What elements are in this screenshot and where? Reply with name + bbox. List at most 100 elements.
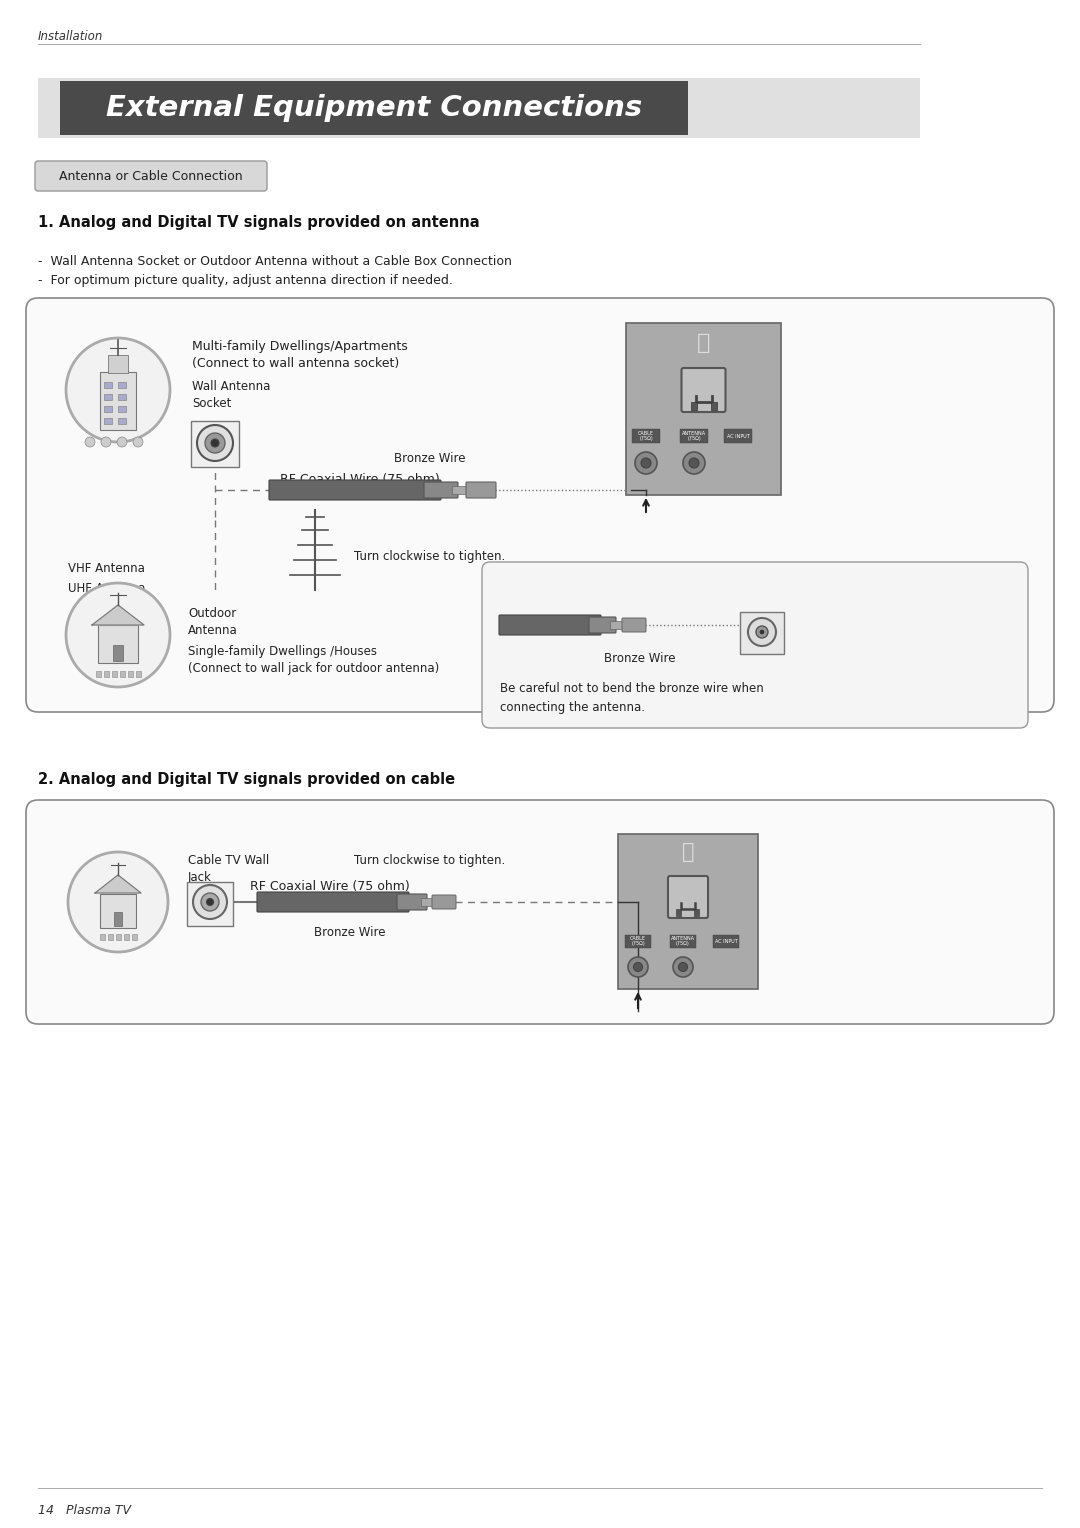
FancyBboxPatch shape (187, 882, 233, 926)
Circle shape (673, 957, 693, 976)
FancyBboxPatch shape (108, 934, 113, 940)
Polygon shape (92, 605, 144, 625)
FancyBboxPatch shape (104, 382, 112, 388)
Circle shape (201, 892, 219, 911)
FancyBboxPatch shape (670, 935, 696, 947)
Text: Be careful not to bend the bronze wire when
connecting the antenna.: Be careful not to bend the bronze wire w… (500, 681, 764, 714)
FancyBboxPatch shape (100, 894, 136, 927)
Text: Single-family Dwellings /Houses
(Connect to wall jack for outdoor antenna): Single-family Dwellings /Houses (Connect… (188, 645, 440, 675)
Circle shape (205, 432, 225, 452)
Circle shape (760, 630, 764, 634)
Text: CABLE
(75Ω): CABLE (75Ω) (638, 431, 654, 442)
Circle shape (689, 458, 699, 468)
Text: CABLE
(75Ω): CABLE (75Ω) (630, 935, 646, 946)
Circle shape (635, 452, 657, 474)
Text: Turn clockwise to tighten.: Turn clockwise to tighten. (354, 550, 505, 562)
FancyBboxPatch shape (38, 78, 920, 138)
Polygon shape (95, 876, 141, 892)
FancyBboxPatch shape (60, 81, 688, 134)
FancyBboxPatch shape (118, 382, 126, 388)
Circle shape (756, 626, 768, 639)
Text: RF Coaxial Wire (75 ohm): RF Coaxial Wire (75 ohm) (251, 880, 410, 892)
FancyBboxPatch shape (632, 429, 660, 443)
Text: Wall Antenna
Socket: Wall Antenna Socket (192, 380, 270, 410)
FancyBboxPatch shape (589, 617, 616, 633)
Circle shape (634, 963, 643, 972)
FancyBboxPatch shape (676, 909, 681, 915)
FancyBboxPatch shape (132, 934, 137, 940)
Circle shape (66, 584, 170, 688)
FancyBboxPatch shape (711, 402, 716, 410)
Circle shape (627, 957, 648, 976)
FancyBboxPatch shape (694, 909, 699, 915)
Circle shape (133, 437, 143, 448)
Text: -  For optimum picture quality, adjust antenna direction if needed.: - For optimum picture quality, adjust an… (38, 274, 453, 287)
FancyBboxPatch shape (453, 486, 472, 494)
Text: 1. Analog and Digital TV signals provided on antenna: 1. Analog and Digital TV signals provide… (38, 215, 480, 231)
FancyBboxPatch shape (625, 935, 651, 947)
FancyBboxPatch shape (622, 617, 646, 633)
Text: VHF Antenna: VHF Antenna (68, 561, 145, 575)
Text: External Equipment Connections: External Equipment Connections (106, 95, 643, 122)
Text: Bronze Wire: Bronze Wire (604, 651, 676, 665)
Text: Ⓞ: Ⓞ (681, 842, 694, 862)
Circle shape (206, 898, 214, 906)
FancyBboxPatch shape (120, 671, 125, 677)
FancyBboxPatch shape (618, 834, 758, 989)
Text: Installation: Installation (38, 31, 104, 43)
FancyBboxPatch shape (113, 645, 123, 662)
FancyBboxPatch shape (482, 562, 1028, 727)
Circle shape (211, 439, 219, 448)
Text: ANTENNA
(75Ω): ANTENNA (75Ω) (681, 431, 706, 442)
Circle shape (66, 338, 170, 442)
FancyBboxPatch shape (118, 419, 126, 423)
Text: AC INPUT: AC INPUT (715, 938, 738, 943)
FancyBboxPatch shape (724, 429, 752, 443)
FancyBboxPatch shape (96, 671, 102, 677)
Text: Multi-family Dwellings/Apartments
(Connect to wall antenna socket): Multi-family Dwellings/Apartments (Conne… (192, 341, 408, 370)
FancyBboxPatch shape (104, 394, 112, 400)
FancyBboxPatch shape (104, 406, 112, 413)
FancyBboxPatch shape (124, 934, 129, 940)
FancyBboxPatch shape (432, 895, 456, 909)
FancyBboxPatch shape (610, 620, 627, 630)
Circle shape (678, 963, 688, 972)
FancyBboxPatch shape (680, 429, 708, 443)
Text: UHF Antenna: UHF Antenna (68, 582, 146, 594)
Text: 14   Plasma TV: 14 Plasma TV (38, 1504, 131, 1516)
FancyBboxPatch shape (713, 935, 739, 947)
Circle shape (197, 425, 233, 461)
Circle shape (642, 458, 651, 468)
Text: RF Coaxial Wire (75 ohm): RF Coaxial Wire (75 ohm) (280, 474, 440, 486)
FancyBboxPatch shape (108, 354, 129, 373)
Text: Turn clockwise to tighten.: Turn clockwise to tighten. (354, 854, 505, 866)
Text: AC INPUT: AC INPUT (727, 434, 750, 439)
FancyBboxPatch shape (26, 298, 1054, 712)
Circle shape (85, 437, 95, 448)
Text: Bronze Wire: Bronze Wire (394, 451, 465, 465)
Circle shape (102, 437, 111, 448)
FancyBboxPatch shape (118, 406, 126, 413)
FancyBboxPatch shape (669, 876, 708, 918)
Circle shape (68, 853, 168, 952)
Text: ANTENNA
(75Ω): ANTENNA (75Ω) (671, 935, 696, 946)
FancyBboxPatch shape (100, 934, 105, 940)
FancyBboxPatch shape (118, 394, 126, 400)
Circle shape (193, 885, 227, 918)
Text: Ⓞ: Ⓞ (697, 333, 711, 353)
FancyBboxPatch shape (116, 934, 121, 940)
FancyBboxPatch shape (421, 898, 438, 906)
FancyBboxPatch shape (424, 481, 458, 498)
Text: Antenna or Cable Connection: Antenna or Cable Connection (59, 170, 243, 182)
FancyBboxPatch shape (681, 368, 726, 413)
FancyBboxPatch shape (114, 912, 122, 926)
Text: Outdoor
Antenna: Outdoor Antenna (188, 607, 238, 637)
FancyBboxPatch shape (104, 419, 112, 423)
Circle shape (748, 617, 777, 646)
FancyBboxPatch shape (129, 671, 133, 677)
FancyBboxPatch shape (740, 613, 784, 654)
FancyBboxPatch shape (465, 481, 496, 498)
FancyBboxPatch shape (104, 671, 109, 677)
FancyBboxPatch shape (499, 614, 600, 636)
FancyBboxPatch shape (690, 402, 697, 410)
